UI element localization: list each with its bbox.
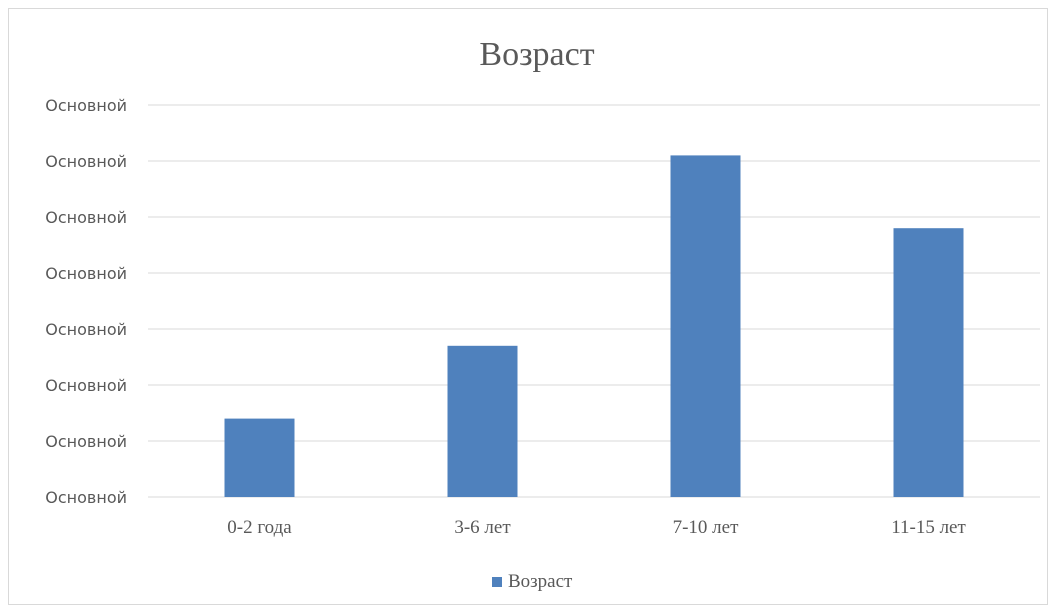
x-tick-label: 7-10 лет [673, 517, 739, 538]
bars [224, 155, 964, 497]
bar [893, 228, 964, 497]
y-tick-label: Основной [45, 488, 127, 507]
y-tick-label: Основной [45, 320, 127, 339]
chart-title: Возраст [479, 36, 594, 73]
x-tick-label: 0-2 года [227, 517, 292, 538]
chart-svg: Возраст ОсновнойОсновнойОсновнойОсновной… [45, 36, 1040, 592]
y-tick-label: Основной [45, 96, 127, 115]
bar [224, 418, 295, 497]
bar [670, 155, 741, 497]
chart-area: Возраст Основной Основной Основной Основной… [8, 8, 1048, 605]
y-tick-label: Основной [45, 152, 127, 171]
x-tick-label: 11-15 лет [891, 517, 966, 538]
y-tick-label: Основной [45, 208, 127, 227]
grid-lines [148, 104, 1040, 498]
y-axis-tick-labels: Основной Основной Основной Основной Основной… [45, 96, 127, 507]
x-axis-tick-labels: 0-2 года 3-6 лет 7-10 лет 11-15 лет [227, 517, 966, 538]
x-tick-label: 3-6 лет [454, 517, 511, 538]
y-tick-label: Основной [45, 432, 127, 451]
y-tick-label: Основной [45, 264, 127, 283]
bar [447, 345, 518, 497]
legend: Возраст [492, 571, 573, 592]
legend-label: Возраст [508, 571, 573, 592]
y-tick-label: Основной [45, 376, 127, 395]
legend-swatch [492, 577, 502, 587]
